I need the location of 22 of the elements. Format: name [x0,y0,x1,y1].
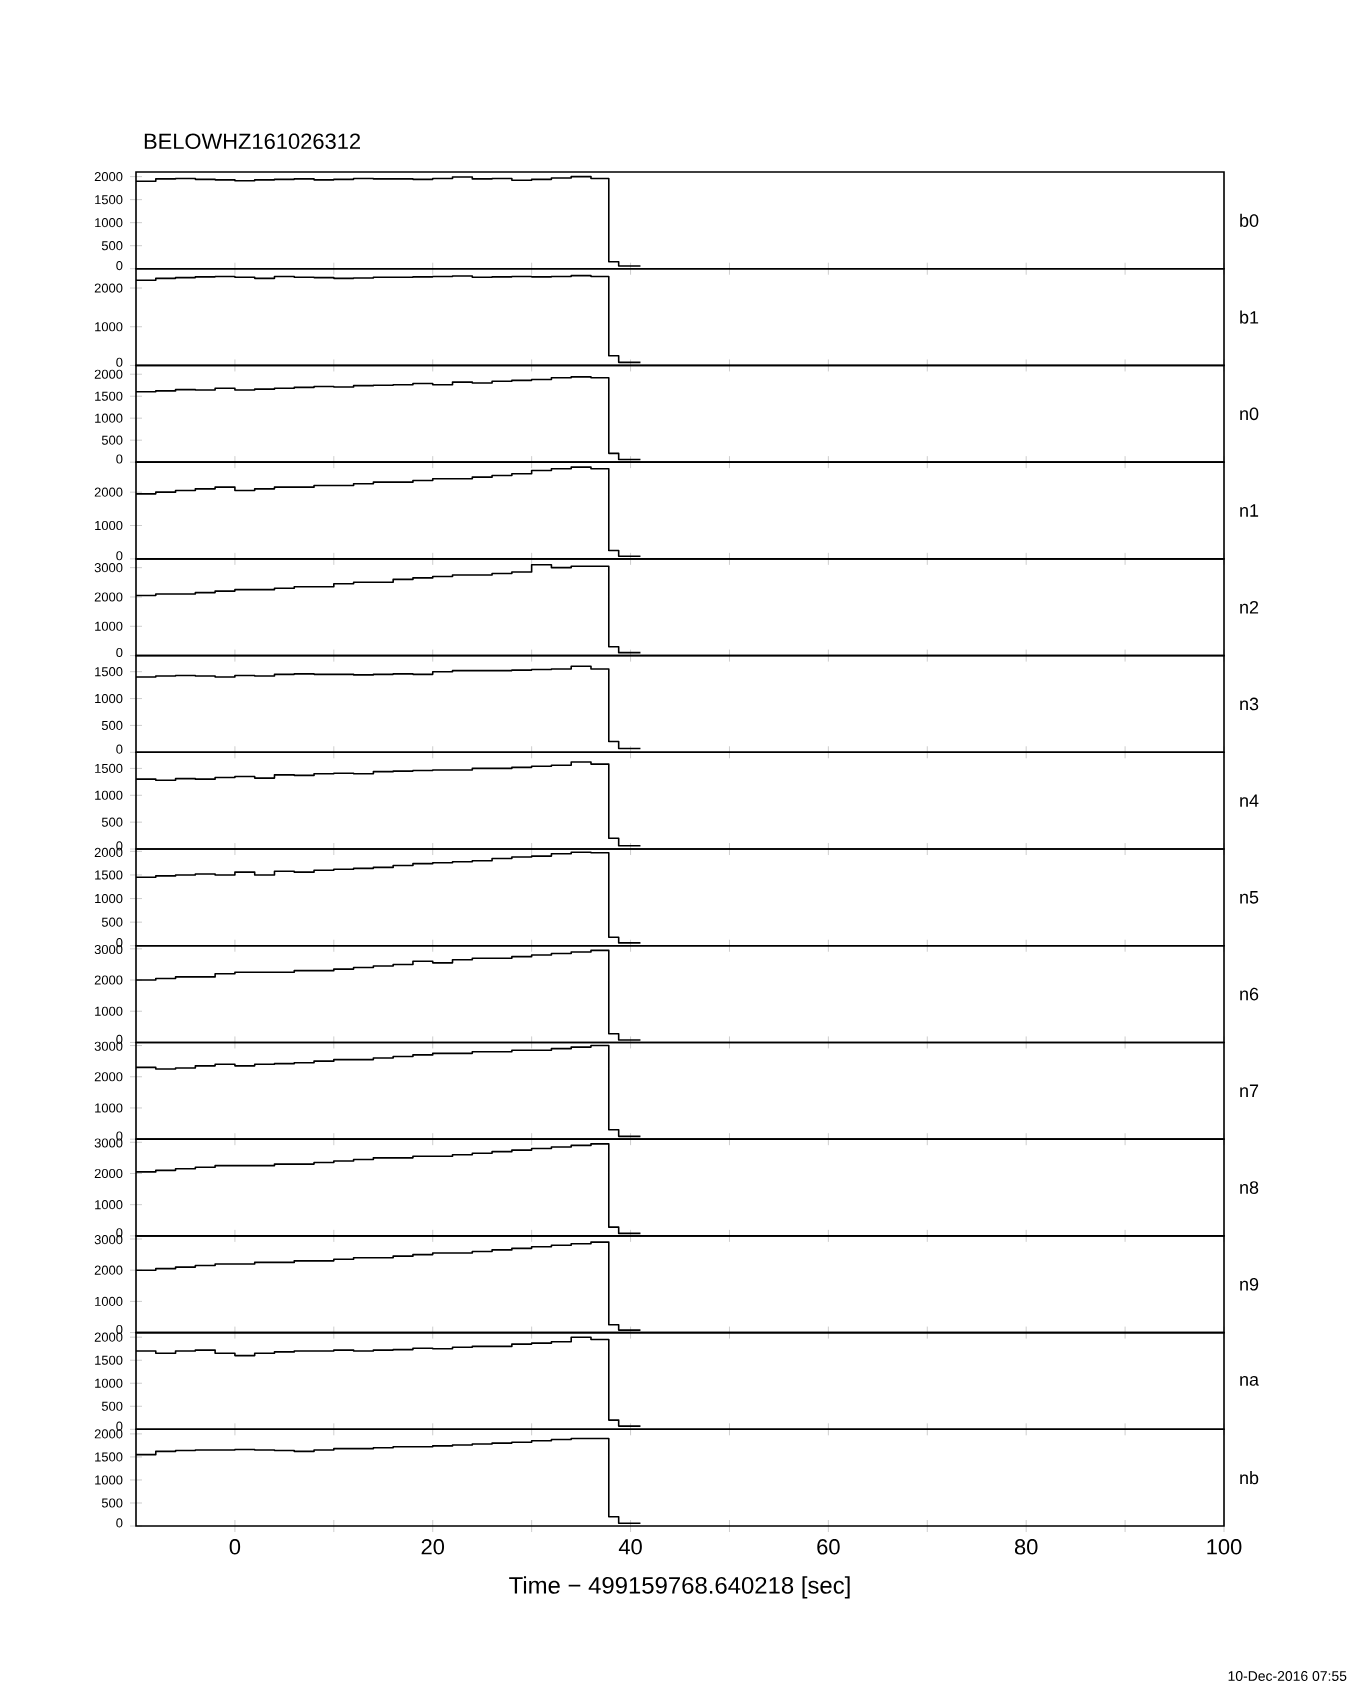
y-axis-title: b1 [1240,310,1259,324]
x-tick-label: 40 [618,1539,642,1555]
x-axis-title: Time − 499159768.640218 [sec] [509,1576,850,1599]
y-axis-title: n0 [1240,407,1259,421]
x-tick-label: 100 [1207,1539,1242,1555]
y-axis-title: n1 [1240,504,1259,517]
y-axis-title: n4 [1240,794,1259,807]
y-axis-title: n5 [1240,891,1259,904]
y-axis-title: n9 [1240,1277,1259,1291]
chart-title: BELOWHZ161026312 [144,133,361,150]
y-axis-title: n3 [1240,697,1259,711]
y-axis-title: n7 [1240,1084,1259,1097]
y-axis-title: nb [1240,1471,1259,1485]
y-axis-title: b0 [1240,213,1259,227]
x-tick-label: 0 [229,1539,241,1555]
x-tick-label: 80 [1014,1539,1038,1555]
x-tick-label: 20 [421,1539,445,1555]
y-axis-title: na [1240,1376,1259,1386]
y-axis-title: n6 [1240,987,1259,1001]
y-axis-title: n8 [1240,1181,1259,1194]
x-tick-label: 60 [817,1539,840,1555]
y-axis-title: n2 [1240,600,1259,614]
